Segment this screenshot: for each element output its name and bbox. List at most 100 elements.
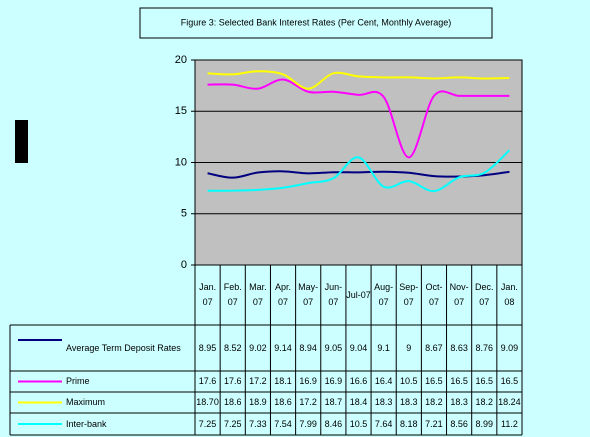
data-label: 7.21 bbox=[425, 418, 443, 429]
data-label-box: 9.02 bbox=[249, 342, 267, 353]
data-label-box: 8.18 bbox=[400, 418, 418, 429]
x-tick-label: Feb. 07 bbox=[223, 282, 242, 307]
data-label: 18.2 bbox=[475, 397, 494, 407]
data-label: 18.6 bbox=[274, 397, 292, 407]
data-label-box: 7.25 bbox=[223, 418, 242, 429]
data-label-box: 7.54 bbox=[274, 418, 292, 429]
data-label: 18.4 bbox=[349, 397, 368, 407]
x-tick-label: Nov-07 bbox=[449, 282, 469, 307]
data-label: 16.5 bbox=[425, 376, 443, 386]
data-label: 18.9 bbox=[249, 397, 267, 407]
data-label: 17.2 bbox=[249, 376, 267, 386]
data-label: 10.5 bbox=[400, 376, 418, 386]
data-label-box: 16.9 bbox=[324, 376, 343, 386]
decoration bbox=[15, 120, 28, 163]
x-tick-label: Apr. 07 bbox=[275, 282, 292, 307]
data-label-box: 18.70 bbox=[196, 397, 219, 407]
data-label-box: 18.3 bbox=[450, 397, 468, 407]
title-box bbox=[139, 7, 493, 39]
data-label: 18.3 bbox=[450, 397, 468, 407]
data-label: 17.6 bbox=[198, 376, 217, 386]
x-tick-label-box: Mar. 07 bbox=[249, 282, 267, 307]
x-tick-label-box: Aug-07 bbox=[374, 282, 393, 307]
data-label-box: 7.25 bbox=[198, 418, 217, 429]
data-label: 10.5 bbox=[349, 418, 368, 429]
data-label-box: 18.9 bbox=[249, 397, 267, 407]
data-label-box: 10.5 bbox=[349, 418, 368, 429]
data-label: 9.14 bbox=[274, 342, 292, 353]
data-label-box: 9 bbox=[406, 343, 411, 353]
data-label: 7.25 bbox=[198, 418, 217, 429]
data-label-box: 8.46 bbox=[324, 418, 343, 429]
legend-label: Maximum bbox=[66, 397, 106, 407]
data-label-box: 16.9 bbox=[299, 376, 317, 386]
data-label-box: 9.05 bbox=[325, 343, 343, 353]
data-label: 8.95 bbox=[198, 342, 217, 353]
data-label-box: 17.6 bbox=[223, 376, 242, 386]
legend-label-box: Average Term Deposit Rates bbox=[66, 342, 181, 353]
data-label: 16.4 bbox=[374, 376, 393, 386]
data-label-box: 8.67 bbox=[425, 343, 443, 353]
legend-label-box: Maximum bbox=[66, 397, 106, 407]
series-line bbox=[207, 70, 510, 90]
data-label: 8.63 bbox=[450, 342, 468, 353]
data-label-box: 17.2 bbox=[249, 376, 267, 386]
x-tick-label-box: Dec. 07 bbox=[475, 282, 494, 307]
legend-label: Average Term Deposit Rates bbox=[66, 342, 181, 353]
data-label-box: 16.5 bbox=[425, 376, 443, 386]
x-tick-label-box: Nov-07 bbox=[449, 282, 469, 307]
data-label: 9.04 bbox=[349, 342, 368, 353]
data-label: 11.2 bbox=[500, 418, 518, 429]
data-label-box: 8.95 bbox=[198, 342, 217, 353]
data-label-box: 16.6 bbox=[349, 376, 368, 386]
data-label: 18.6 bbox=[223, 397, 242, 407]
x-tick-label: Dec. 07 bbox=[475, 282, 494, 307]
data-label: 9.02 bbox=[249, 342, 267, 353]
x-tick-label-box: Feb. 07 bbox=[223, 282, 242, 307]
data-label-box: 17.2 bbox=[299, 397, 317, 407]
data-label-box: 18.4 bbox=[349, 397, 368, 407]
data-label: 16.6 bbox=[349, 376, 368, 386]
data-label-box: 16.5 bbox=[475, 376, 494, 386]
data-label: 7.64 bbox=[374, 418, 393, 429]
data-label: 7.54 bbox=[274, 418, 292, 429]
x-tick-label-box: Jan. 07 bbox=[199, 282, 216, 307]
data-label: 8.52 bbox=[223, 342, 242, 353]
data-label-box: 18.1 bbox=[274, 376, 292, 386]
data-label: 18.1 bbox=[274, 376, 292, 386]
data-label: 17.6 bbox=[223, 376, 242, 386]
data-label: 7.25 bbox=[223, 418, 242, 429]
data-label: 9.1 bbox=[377, 342, 390, 353]
legend-label: Prime bbox=[66, 376, 90, 386]
data-label: 18.3 bbox=[374, 397, 393, 407]
data-label-box: 9.1 bbox=[377, 342, 390, 353]
x-tick-label: Oct-07 bbox=[425, 282, 443, 307]
data-label: 8.56 bbox=[450, 418, 468, 429]
data-label: 16.5 bbox=[450, 376, 468, 386]
data-label-box: 16.4 bbox=[374, 376, 393, 386]
x-tick-label-box: Sep-07 bbox=[399, 282, 418, 307]
data-label: 16.5 bbox=[500, 376, 519, 386]
x-tick-label: Jun-07 bbox=[324, 282, 343, 307]
x-tick-label: Mar. 07 bbox=[249, 282, 267, 307]
y-tick-label: 5 bbox=[181, 208, 187, 220]
data-label-box: 8.94 bbox=[299, 343, 317, 353]
data-label: 16.5 bbox=[475, 376, 494, 386]
data-label-box: 18.7 bbox=[325, 397, 343, 407]
data-label-box: 18.2 bbox=[475, 397, 494, 407]
data-label: 7.99 bbox=[299, 418, 317, 429]
data-label: 17.2 bbox=[299, 397, 317, 407]
data-label: 18.70 bbox=[196, 397, 219, 407]
data-label: 8.46 bbox=[324, 418, 343, 429]
data-label: 18.24 bbox=[498, 397, 521, 407]
x-tick-label-box: May-07 bbox=[298, 282, 318, 307]
data-label-box: 8.52 bbox=[223, 342, 242, 353]
data-label: 8.76 bbox=[475, 342, 494, 353]
data-label: 8.18 bbox=[400, 418, 418, 429]
data-label-box: 16.5 bbox=[500, 376, 519, 386]
y-tick-label: 0 bbox=[181, 259, 187, 271]
data-label-box: 8.99 bbox=[475, 419, 493, 429]
data-label: 16.9 bbox=[324, 376, 343, 386]
data-label-box: 7.64 bbox=[374, 418, 393, 429]
legend-label-box: Prime bbox=[66, 376, 90, 386]
